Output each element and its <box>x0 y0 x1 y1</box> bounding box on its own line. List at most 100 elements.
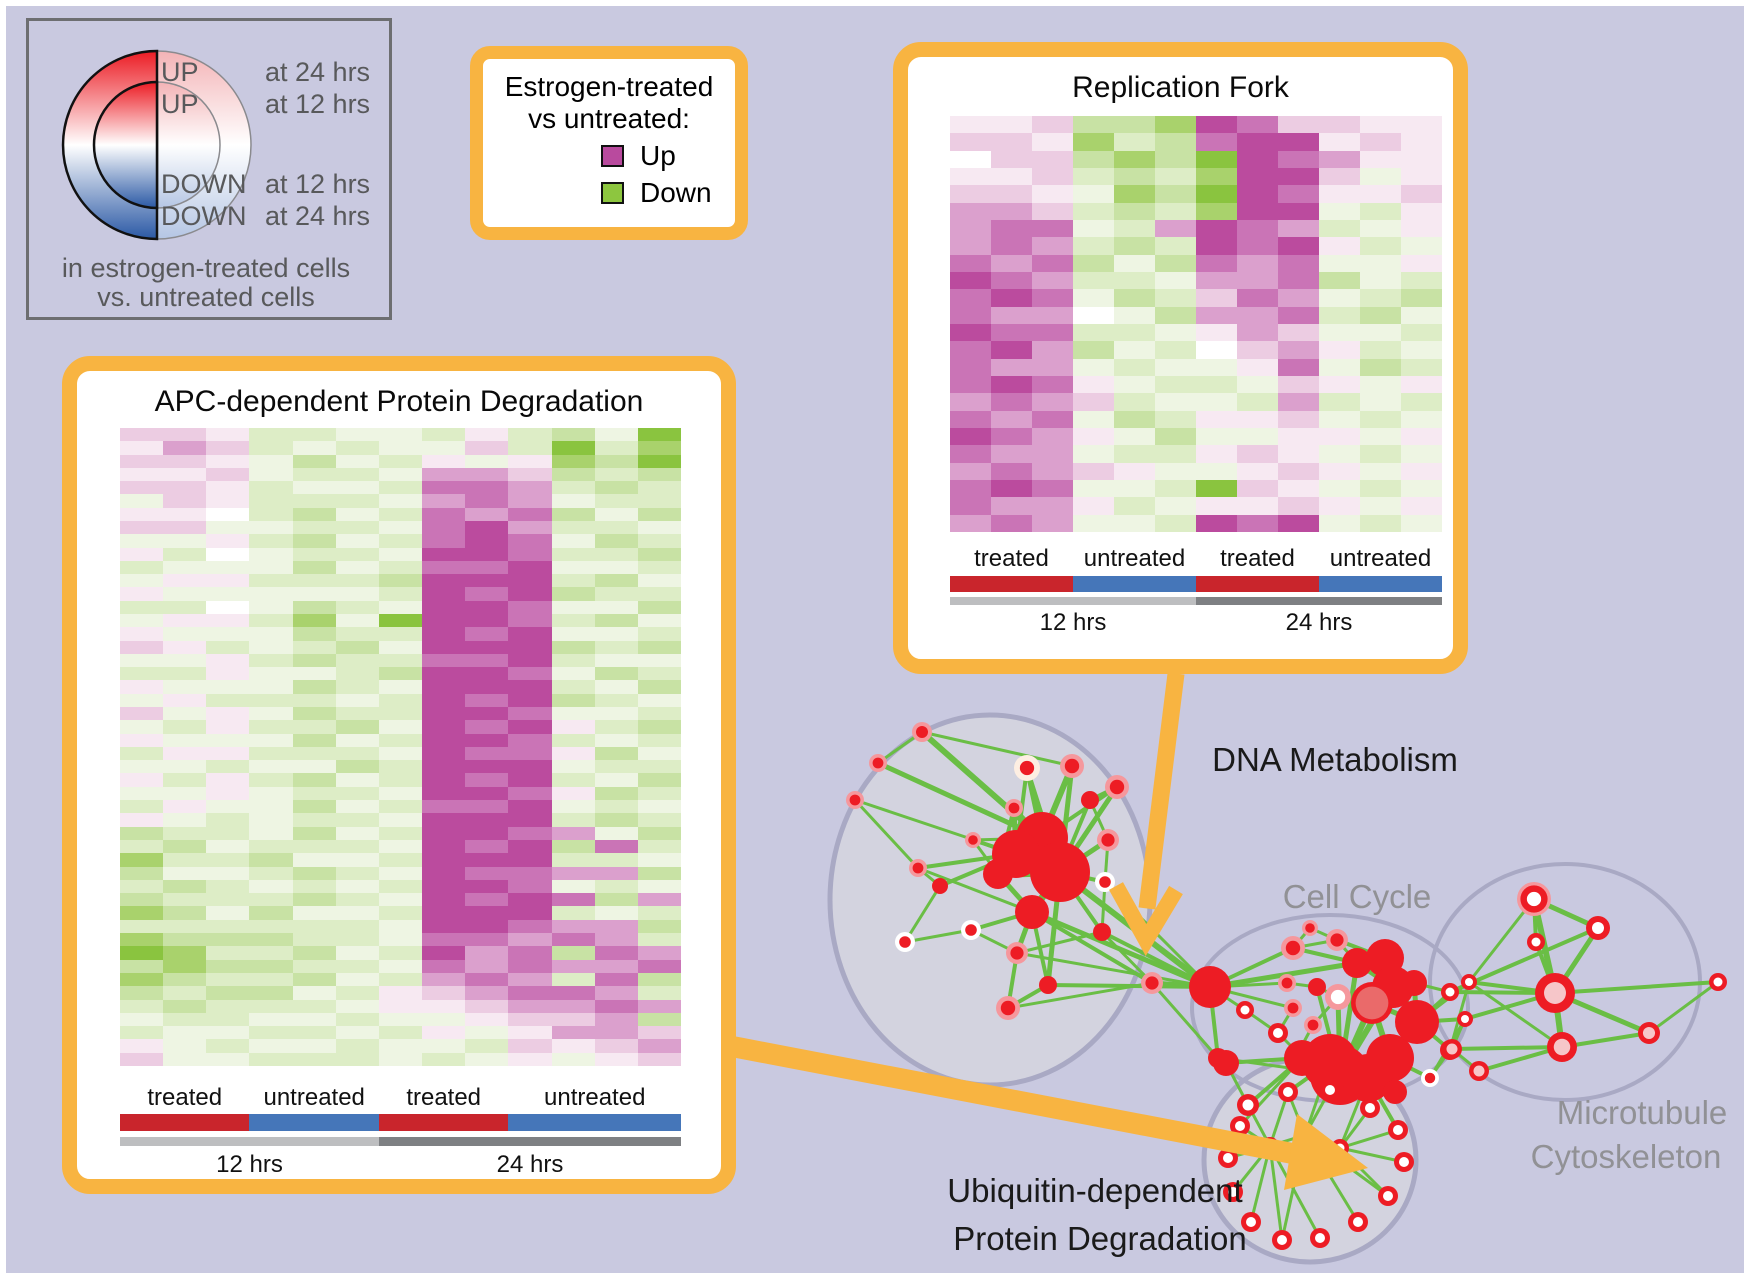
heat-cell <box>1360 237 1401 255</box>
heat-cell <box>508 706 552 721</box>
heat-cell <box>120 746 164 761</box>
down-color-swatch <box>601 182 624 204</box>
heat-cell <box>120 946 164 960</box>
heat-cell <box>1196 497 1237 515</box>
apc-heatmap-panel: APC-dependent Protein Degradation treate… <box>62 356 736 1194</box>
heat-cell <box>1401 497 1442 515</box>
network-edge <box>1339 1128 1399 1150</box>
heat-cell <box>1278 237 1319 255</box>
color-bar <box>120 1137 379 1146</box>
heat-cell <box>1114 479 1155 498</box>
heat-cell <box>1073 341 1114 359</box>
heat-cell <box>378 786 423 801</box>
heat-cell <box>292 786 336 801</box>
heat-cell <box>1319 219 1360 238</box>
heat-cell <box>292 826 336 840</box>
heat-cell <box>508 1012 552 1027</box>
heat-cell <box>551 520 595 535</box>
heat-cell <box>950 323 991 342</box>
heat-cell <box>465 494 509 508</box>
rf-condition-bars <box>950 576 1442 592</box>
heat-cell <box>292 972 336 987</box>
heat-cell <box>1032 427 1073 446</box>
heat-cell <box>594 826 638 840</box>
heat-cell <box>594 494 638 508</box>
heat-cell <box>206 893 250 907</box>
heat-cell <box>1155 323 1196 342</box>
heat-cell <box>378 520 423 535</box>
heat-cell <box>1319 167 1360 186</box>
heat-cell <box>1319 133 1360 151</box>
label-dna-metabolism: DNA Metabolism <box>1212 741 1458 778</box>
network-edge <box>1030 910 1154 985</box>
heat-cell <box>120 441 164 455</box>
network-node <box>1446 1043 1458 1055</box>
heat-cell <box>594 613 638 628</box>
heat-cell <box>637 999 681 1013</box>
network-edge <box>904 928 972 944</box>
network-node <box>1383 1080 1407 1104</box>
heat-cell <box>120 906 164 920</box>
heat-cell <box>292 1012 336 1027</box>
network-node <box>1465 978 1473 986</box>
heat-cell <box>206 706 250 721</box>
heat-cell <box>637 933 681 947</box>
heat-cell <box>206 933 250 947</box>
heat-cell <box>1073 462 1114 480</box>
heat-cell <box>206 999 250 1013</box>
network-node <box>1307 1019 1319 1031</box>
network-node <box>1008 802 1020 814</box>
heat-cell <box>1401 271 1442 290</box>
network-edge <box>917 866 1033 914</box>
heat-cell <box>120 1012 164 1027</box>
heat-cell <box>594 1039 638 1053</box>
heat-cell <box>422 773 466 787</box>
heat-cell <box>1237 375 1278 394</box>
color-bar <box>378 1114 509 1131</box>
heat-cell <box>508 467 552 482</box>
heat-cell <box>335 1012 379 1027</box>
heat-cell <box>950 185 991 203</box>
heat-cell <box>1114 514 1155 532</box>
heat-cell <box>1360 323 1401 342</box>
heat-cell <box>120 839 164 854</box>
heat-cell <box>950 393 991 411</box>
heat-cell <box>1237 479 1278 498</box>
heat-cell <box>1360 462 1401 480</box>
heat-cell <box>1401 358 1442 376</box>
heat-cell <box>1237 393 1278 411</box>
heat-cell <box>551 946 595 960</box>
heat-cell <box>292 1039 336 1053</box>
heat-cell <box>163 574 207 588</box>
heat-cell <box>637 813 681 827</box>
heat-cell <box>163 919 207 934</box>
heat-cell <box>1114 237 1155 255</box>
label-ubiquitin-line1: Ubiquitin-dependent <box>947 1172 1242 1209</box>
heat-cell <box>991 306 1032 324</box>
heat-cell <box>422 879 466 894</box>
heat-cell <box>594 800 638 814</box>
heat-cell <box>465 627 509 641</box>
heat-cell <box>1237 271 1278 290</box>
heat-cell <box>335 520 379 535</box>
heat-cell <box>637 906 681 920</box>
heat-cell <box>1278 271 1319 290</box>
heat-cell <box>991 393 1032 411</box>
heat-cell <box>292 520 336 535</box>
heat-cell <box>1155 271 1196 290</box>
heat-cell <box>249 746 293 761</box>
network-node <box>1325 1085 1335 1095</box>
heat-cell <box>465 454 509 468</box>
heat-cell <box>551 613 595 628</box>
heat-cell <box>292 454 336 468</box>
network-node <box>1145 976 1159 990</box>
heat-cell <box>551 906 595 920</box>
heat-cell <box>335 454 379 468</box>
heat-cell <box>378 813 423 827</box>
heat-cell <box>1401 462 1442 480</box>
heat-cell <box>1196 202 1237 220</box>
heat-cell <box>508 587 552 601</box>
heat-cell <box>292 879 336 894</box>
heat-cell <box>422 1052 466 1066</box>
heat-cell <box>637 640 681 654</box>
